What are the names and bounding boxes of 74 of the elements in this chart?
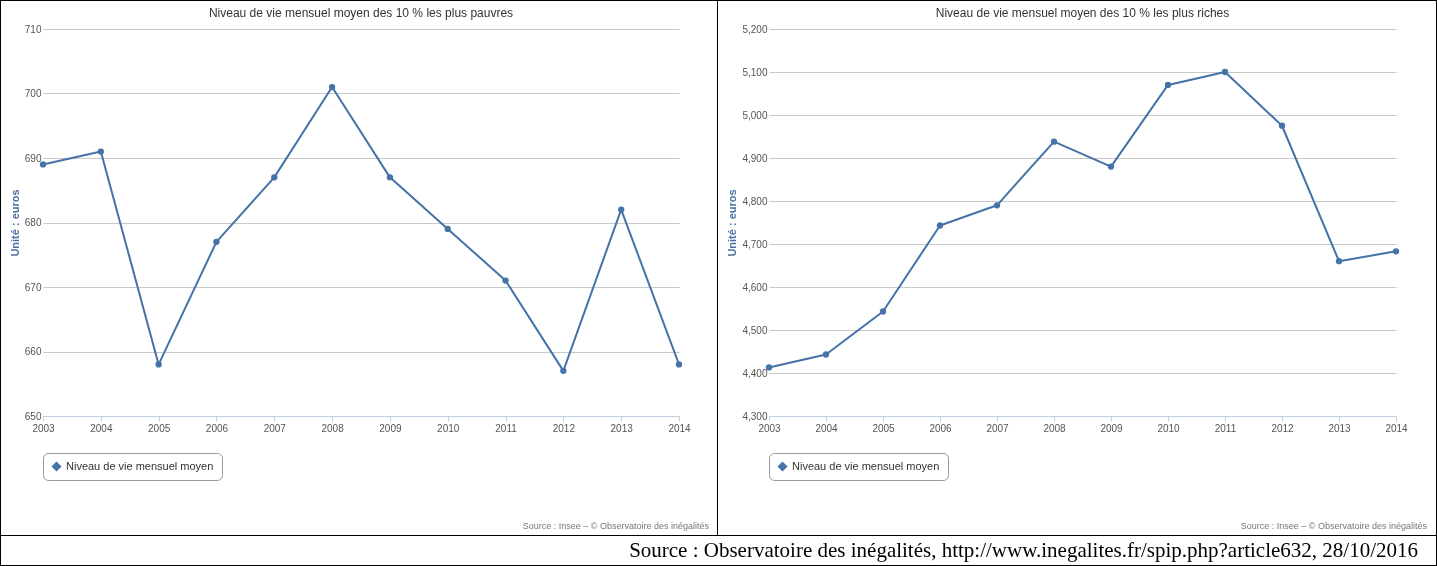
x-tick-label: 2012 bbox=[1271, 422, 1295, 434]
point bbox=[1107, 163, 1115, 170]
x-tick-label: 2011 bbox=[1214, 422, 1237, 434]
point bbox=[936, 222, 944, 229]
y-tick-label: 5,000 bbox=[742, 109, 768, 121]
y-tick-label: 5,200 bbox=[742, 23, 768, 35]
point bbox=[1050, 138, 1058, 145]
y-tick-label: 690 bbox=[24, 152, 42, 164]
point bbox=[675, 361, 683, 368]
point bbox=[1164, 81, 1172, 89]
x-tick-label: 2010 bbox=[437, 422, 460, 434]
y-tick-label: 4,900 bbox=[742, 152, 768, 164]
x-tick-label: 2003 bbox=[758, 422, 782, 434]
y-tick-label: 660 bbox=[24, 346, 42, 357]
x-tick-label: 2007 bbox=[263, 422, 287, 434]
point bbox=[618, 206, 625, 213]
point bbox=[328, 83, 336, 91]
point bbox=[993, 202, 1001, 209]
chart-title: Niveau de vie mensuel moyen des 10 % les plus riches bbox=[935, 6, 1230, 20]
x-tick-label: 2007 bbox=[986, 422, 1010, 434]
point bbox=[39, 161, 47, 168]
x-tick-label: 2009 bbox=[379, 422, 402, 434]
x-tick-label: 2006 bbox=[205, 422, 229, 434]
point bbox=[879, 308, 887, 315]
point bbox=[155, 361, 162, 368]
point bbox=[1392, 248, 1400, 255]
legend-label: Niveau de vie mensuel moyen bbox=[66, 459, 214, 472]
y-tick-label: 4,600 bbox=[742, 281, 768, 293]
x-tick-label: 2014 bbox=[668, 422, 692, 434]
x-tick-label: 2003 bbox=[32, 422, 56, 434]
point bbox=[271, 174, 278, 181]
y-tick-label: 4,400 bbox=[742, 367, 768, 379]
x-tick-label: 2009 bbox=[1100, 422, 1124, 434]
y-tick-label: 4,800 bbox=[742, 195, 768, 207]
y-tick-label: 680 bbox=[24, 217, 42, 228]
x-tick-label: 2004 bbox=[815, 422, 839, 434]
point bbox=[1221, 68, 1229, 76]
y-tick-label: 5,100 bbox=[742, 66, 768, 78]
y-tick-label: 700 bbox=[24, 88, 42, 99]
y-tick-label: 710 bbox=[24, 23, 42, 35]
x-tick-label: 2005 bbox=[148, 422, 171, 434]
source-note: Source : Insee – © Observatoire des inégalités bbox=[1240, 521, 1427, 531]
y-tick-label: 650 bbox=[24, 410, 42, 422]
x-tick-label: 2010 bbox=[1157, 422, 1181, 434]
y-tick-label: 4,500 bbox=[742, 324, 768, 336]
y-axis-title: Unité : euros bbox=[8, 189, 21, 257]
y-axis-title: Unité : euros bbox=[726, 189, 739, 257]
point bbox=[97, 148, 104, 155]
x-tick-label: 2013 bbox=[1328, 422, 1352, 434]
y-tick-label: 670 bbox=[24, 281, 42, 293]
x-tick-label: 2008 bbox=[1043, 422, 1067, 434]
x-tick-label: 2006 bbox=[929, 422, 953, 434]
x-tick-label: 2008 bbox=[321, 422, 345, 434]
x-tick-label: 2014 bbox=[1385, 422, 1409, 434]
point bbox=[386, 174, 394, 181]
point bbox=[502, 277, 509, 284]
point bbox=[1335, 258, 1343, 265]
y-tick-label: 4,300 bbox=[742, 410, 768, 422]
point bbox=[560, 367, 567, 375]
point bbox=[765, 364, 773, 371]
source-note: Source : Observatoire des inégalités, http://www.inegalites.fr/spip.php?article632, 28/10/2016 bbox=[628, 537, 1418, 564]
chart-title: Niveau de vie mensuel moyen des 10 % les plus pauvres bbox=[208, 6, 514, 20]
point bbox=[822, 351, 830, 358]
x-tick-label: 2013 bbox=[610, 422, 634, 434]
x-tick-label: 2004 bbox=[90, 422, 113, 434]
source-note: Source : Insee – © Observatoire des inégalités bbox=[522, 521, 709, 531]
legend-label: Niveau de vie mensuel moyen bbox=[792, 459, 940, 472]
y-tick-label: 4,700 bbox=[742, 238, 768, 250]
point bbox=[444, 225, 451, 233]
x-tick-label: 2011 bbox=[495, 422, 518, 434]
x-tick-label: 2012 bbox=[552, 422, 576, 434]
x-tick-label: 2005 bbox=[872, 422, 896, 434]
point bbox=[213, 238, 220, 246]
point bbox=[1278, 122, 1286, 129]
